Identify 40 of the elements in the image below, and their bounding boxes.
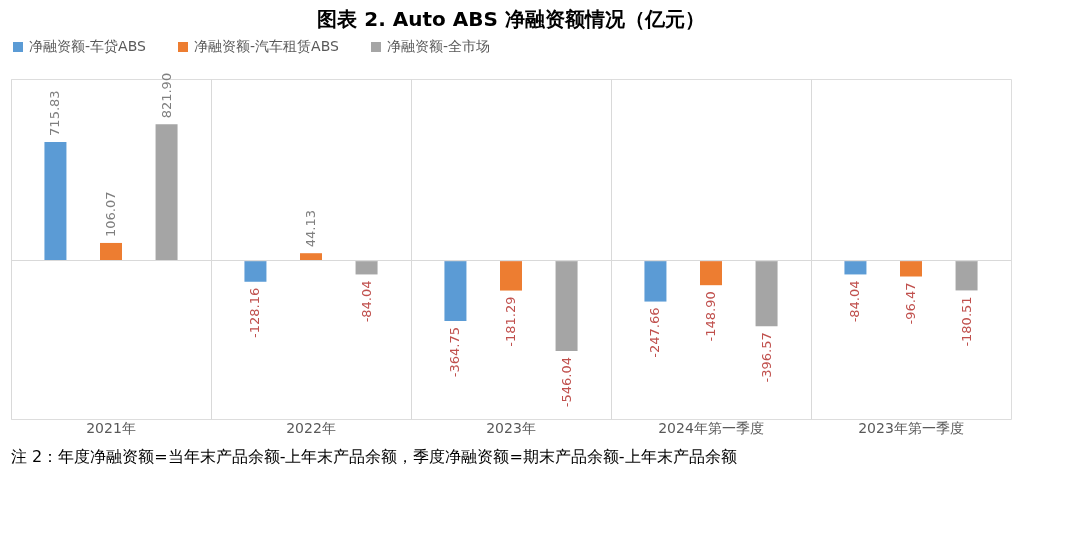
x-tick-label: 2021年	[86, 419, 136, 436]
bar	[500, 260, 522, 291]
data-label: -84.04	[847, 280, 863, 323]
bar	[755, 260, 778, 327]
bar	[355, 260, 378, 275]
data-label: -84.04	[358, 280, 374, 323]
data-label: 715.83	[47, 90, 63, 136]
legend-label: 净融资额-汽车租赁ABS	[194, 38, 339, 54]
legend-label: 净融资额-全市场	[387, 38, 491, 54]
text: 注 2：年度净融资额=当年末产品余额-上年末产品余额，季度净融资额=期末产品余额-上年末产品余额	[11, 447, 737, 466]
data-label: -180.51	[958, 296, 974, 347]
data-label: -546.04	[558, 357, 574, 408]
data-label: 106.07	[103, 191, 118, 237]
bar	[900, 260, 922, 277]
bar	[444, 260, 467, 321]
data-label: -148.90	[703, 291, 718, 342]
bar	[244, 260, 267, 282]
data-label: -96.47	[903, 282, 918, 325]
x-tick-label: 2023年	[486, 419, 536, 436]
data-label: -364.75	[447, 326, 463, 378]
data-label: -181.29	[503, 296, 518, 347]
data-label: -396.57	[758, 332, 774, 383]
legend-label: 净融资额-车贷ABS	[29, 38, 146, 54]
bar	[100, 242, 122, 261]
x-tick-label: 2023年第一季度	[858, 419, 964, 436]
data-label: 821.90	[158, 72, 174, 119]
bar	[700, 260, 722, 286]
bar	[644, 260, 667, 302]
data-label: -247.66	[647, 307, 663, 358]
bar	[44, 141, 67, 261]
bar	[844, 260, 867, 275]
bar	[155, 124, 178, 261]
bar	[955, 260, 978, 291]
chart-title: 图表 2. Auto ABS 净融资额情况（亿元）	[317, 7, 705, 31]
bar	[300, 253, 322, 261]
x-tick-label: 2024年第一季度	[658, 419, 764, 436]
bar	[555, 260, 578, 351]
data-label: 44.13	[303, 209, 318, 248]
data-label: -128.16	[247, 287, 263, 338]
x-tick-label: 2022年	[286, 419, 336, 436]
